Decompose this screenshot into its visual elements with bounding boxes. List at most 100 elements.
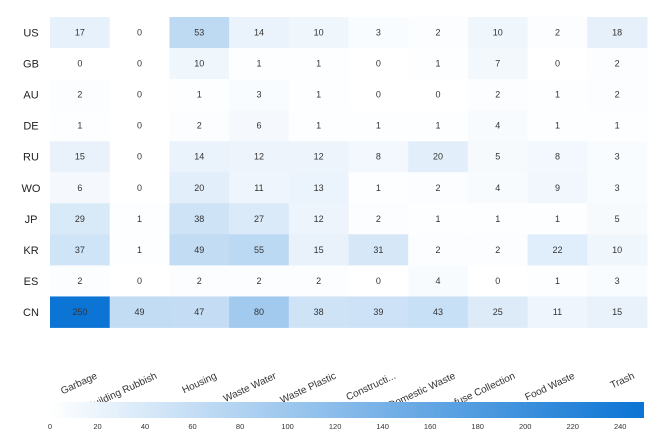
- cell-value-label: 0: [137, 59, 142, 69]
- cell-value-label: 0: [436, 90, 441, 100]
- cell-value-label: 2: [316, 276, 321, 286]
- cell-value-label: 38: [194, 214, 204, 224]
- column-label-5: Constructi...: [345, 371, 398, 404]
- cell-value-label: 1: [256, 59, 261, 69]
- cell-value-label: 0: [137, 121, 142, 131]
- heatmap-cell-ES-3: [229, 265, 290, 297]
- cell-value-label: 1: [436, 121, 441, 131]
- cell-value-label: 6: [256, 121, 261, 131]
- row-label-de: DE: [23, 121, 38, 133]
- row-label-ru: RU: [23, 152, 39, 164]
- cell-value-label: 25: [493, 307, 503, 317]
- heatmap-cell-RU-9: [587, 141, 648, 173]
- colorbar-tick-label: 0: [48, 422, 52, 431]
- cell-value-label: 2: [436, 183, 441, 193]
- heatmap-cell-ES-2: [169, 265, 230, 297]
- column-label-9: Trash: [609, 371, 636, 392]
- heatmap-cell-KR-1: [109, 234, 170, 266]
- column-label-4: Waste Plastic: [279, 371, 338, 406]
- heatmap-cell-ES-1: [109, 265, 170, 297]
- cell-value-label: 4: [495, 183, 500, 193]
- heatmap-cell-RU-1: [109, 141, 170, 173]
- cell-value-label: 39: [373, 307, 383, 317]
- cell-value-label: 37: [75, 245, 85, 255]
- cell-value-label: 3: [615, 276, 620, 286]
- cell-value-label: 43: [433, 307, 443, 317]
- heatmap-cell-KR-5: [348, 234, 409, 266]
- cell-value-label: 22: [552, 245, 562, 255]
- colorbar-tick-label: 160: [424, 422, 437, 431]
- heatmap-cell-CN-5: [348, 296, 409, 328]
- row-label-wo: WO: [22, 183, 41, 195]
- heatmap-cell-KR-8: [527, 234, 588, 266]
- cell-value-label: 27: [254, 214, 264, 224]
- cell-value-label: 49: [135, 307, 145, 317]
- cell-value-label: 1: [436, 214, 441, 224]
- cell-value-label: 0: [137, 152, 142, 162]
- cell-value-label: 2: [77, 90, 82, 100]
- heatmap-cell-JP-1: [109, 203, 170, 235]
- heatmap-cell-DE-4: [288, 110, 349, 142]
- cell-value-label: 12: [254, 152, 264, 162]
- cell-value-label: 4: [495, 121, 500, 131]
- heatmap-cell-DE-6: [408, 110, 469, 142]
- colorbar-tick-label: 140: [376, 422, 389, 431]
- heatmap-cell-US-4: [288, 17, 349, 49]
- cell-value-label: 10: [194, 59, 204, 69]
- heatmap-cell-RU-4: [288, 141, 349, 173]
- heatmap-cell-ES-5: [348, 265, 409, 297]
- heatmap-cell-GB-8: [527, 48, 588, 80]
- heatmap-cell-CN-2: [169, 296, 230, 328]
- row-label-jp: JP: [25, 214, 38, 226]
- cell-value-label: 2: [197, 276, 202, 286]
- column-label-8: Food Waste: [524, 371, 578, 404]
- heatmap-cell-US-3: [229, 17, 290, 49]
- cell-value-label: 1: [555, 121, 560, 131]
- heatmap-cell-WO-6: [408, 172, 469, 204]
- cell-value-label: 15: [612, 307, 622, 317]
- heatmap-cell-KR-0: [50, 234, 111, 266]
- cell-value-label: 1: [555, 276, 560, 286]
- heatmap-cell-JP-6: [408, 203, 469, 235]
- cell-value-label: 10: [493, 28, 503, 38]
- heatmap-cell-WO-4: [288, 172, 349, 204]
- heatmap-cell-US-8: [527, 17, 588, 49]
- heatmap-cell-JP-4: [288, 203, 349, 235]
- cell-value-label: 0: [137, 28, 142, 38]
- cell-value-label: 18: [612, 28, 622, 38]
- heatmap-cell-US-1: [109, 17, 170, 49]
- cell-value-label: 1: [495, 214, 500, 224]
- cell-value-label: 2: [495, 245, 500, 255]
- heatmap-cell-US-9: [587, 17, 648, 49]
- cell-value-label: 1: [376, 183, 381, 193]
- cell-value-label: 13: [314, 183, 324, 193]
- cell-value-label: 15: [314, 245, 324, 255]
- heatmap-cell-WO-2: [169, 172, 230, 204]
- cell-value-label: 29: [75, 214, 85, 224]
- heatmap-cell-ES-6: [408, 265, 469, 297]
- cell-value-label: 7: [495, 59, 500, 69]
- cell-value-label: 20: [194, 183, 204, 193]
- heatmap-cell-DE-5: [348, 110, 409, 142]
- cell-value-label: 1: [316, 59, 321, 69]
- heatmap-cell-KR-6: [408, 234, 469, 266]
- heatmap-cell-GB-6: [408, 48, 469, 80]
- heatmap-cell-ES-9: [587, 265, 648, 297]
- cell-value-label: 0: [555, 59, 560, 69]
- heatmap-cell-CN-4: [288, 296, 349, 328]
- cell-value-label: 20: [433, 152, 443, 162]
- heatmap-cell-RU-5: [348, 141, 409, 173]
- row-label-us: US: [23, 28, 38, 40]
- cell-value-label: 2: [615, 90, 620, 100]
- heatmap-cell-AU-4: [288, 79, 349, 111]
- heatmap-cell-AU-9: [587, 79, 648, 111]
- heatmap-cell-RU-2: [169, 141, 230, 173]
- colorbar-tick-label: 80: [236, 422, 244, 431]
- heatmap-cell-GB-9: [587, 48, 648, 80]
- column-label-0: Garbage: [59, 371, 99, 398]
- heatmap-cell-AU-0: [50, 79, 111, 111]
- cell-value-label: 49: [194, 245, 204, 255]
- cell-value-label: 2: [436, 245, 441, 255]
- row-labels: US GB AU DE RU WO JP KR ES CN: [22, 28, 41, 319]
- cell-value-label: 4: [436, 276, 441, 286]
